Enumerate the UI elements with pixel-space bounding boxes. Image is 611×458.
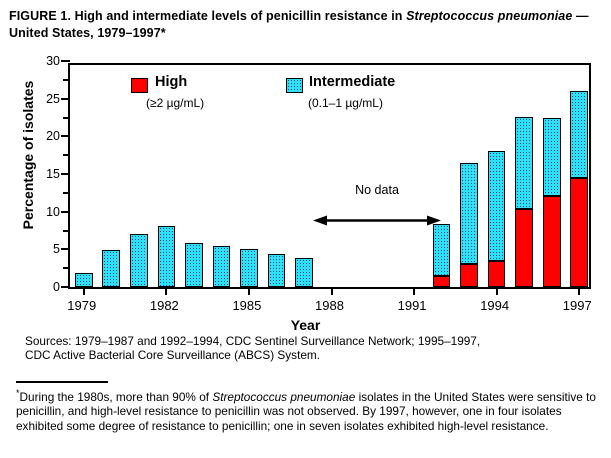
x-axis-label: Year bbox=[290, 317, 321, 333]
x-tick-label-1985: 1985 bbox=[232, 298, 262, 313]
bar-segment-high-1996 bbox=[542, 195, 561, 287]
bar-segment-intermediate-1996 bbox=[542, 117, 561, 196]
y-tick-15 bbox=[61, 173, 70, 175]
plot-right-axis bbox=[589, 63, 591, 289]
y-tick-20 bbox=[61, 135, 70, 138]
x-tick-label-1988: 1988 bbox=[315, 298, 344, 313]
bar-segment-high-1997 bbox=[570, 177, 589, 287]
bar-segment-intermediate-1983 bbox=[185, 243, 203, 287]
no-data-label: No data bbox=[355, 183, 399, 197]
x-tick-1991 bbox=[413, 287, 416, 295]
figure-title-species: Streptococcus pneumoniae bbox=[406, 9, 573, 23]
bar-segment-intermediate-1992 bbox=[432, 223, 451, 277]
x-tick-1994 bbox=[495, 287, 498, 295]
chart-legend: High (≥2 µg/mL) Intermediate (0.1–1 µg/m… bbox=[0, 72, 611, 116]
x-tick-label-1991: 1991 bbox=[397, 298, 427, 313]
bar-segment-high-1994 bbox=[487, 260, 506, 287]
y-tick-minor bbox=[63, 116, 70, 119]
x-tick-label-1997: 1997 bbox=[562, 298, 592, 313]
bar-segment-intermediate-1982 bbox=[157, 225, 176, 287]
y-tick-10 bbox=[61, 210, 70, 213]
bar-1992 bbox=[432, 223, 451, 287]
x-tick-label-1979: 1979 bbox=[67, 298, 97, 313]
bar-1983 bbox=[185, 243, 203, 287]
x-tick-label-1994: 1994 bbox=[480, 298, 510, 313]
bar-segment-intermediate-1986 bbox=[267, 253, 286, 287]
x-tick-1982 bbox=[165, 287, 168, 295]
y-axis-label: Percentage of isolates bbox=[20, 80, 36, 230]
plot-top-rule bbox=[68, 63, 591, 65]
y-tick-label-30: 30 bbox=[46, 54, 60, 68]
bar-segment-intermediate-1979 bbox=[74, 273, 93, 287]
bar-1994 bbox=[487, 151, 506, 287]
bar-segment-high-1992 bbox=[432, 276, 451, 287]
footnote-rule bbox=[16, 381, 108, 383]
chart-figure: Percentage of isolates 0 5 10 15 20 25 30 1979… bbox=[0, 54, 611, 333]
y-tick-minor bbox=[63, 78, 70, 81]
plot-area bbox=[61, 60, 591, 295]
bar-1979 bbox=[74, 273, 93, 287]
legend-label-intermediate: Intermediate bbox=[309, 74, 396, 90]
y-tick-label-0: 0 bbox=[53, 280, 60, 294]
y-tick-label-10: 10 bbox=[46, 204, 60, 219]
y-tick-5 bbox=[61, 248, 70, 251]
y-tick-minor bbox=[63, 191, 70, 194]
figure-title-suffix: — United States, 1979–1997* bbox=[9, 9, 589, 40]
bar-segment-intermediate-1994 bbox=[487, 151, 506, 261]
y-tick-minor bbox=[63, 229, 70, 232]
x-tick-1988 bbox=[330, 287, 333, 295]
bar-segment-intermediate-1985 bbox=[240, 248, 258, 287]
bar-1981 bbox=[130, 234, 148, 287]
sources-line-1: Sources: 1979–1987 and 1992–1994, CDC Se… bbox=[25, 334, 481, 348]
y-tick-label-20: 20 bbox=[46, 129, 60, 144]
bar-segment-intermediate-1993 bbox=[460, 162, 478, 265]
bar-1980 bbox=[102, 250, 121, 287]
bar-1987 bbox=[295, 258, 313, 287]
legend-sublabel-high: (≥2 µg/mL) bbox=[146, 96, 205, 110]
footnote-part-1: During the 1980s, more than 90% of bbox=[19, 389, 213, 404]
x-tick-label-1982: 1982 bbox=[149, 298, 179, 313]
y-tick-25 bbox=[61, 97, 70, 100]
legend-swatch-high bbox=[131, 78, 148, 93]
bar-1982 bbox=[157, 225, 176, 287]
bar-1996 bbox=[542, 117, 561, 287]
bar-segment-intermediate-1987 bbox=[295, 258, 313, 287]
bar-segment-intermediate-1984 bbox=[212, 246, 231, 287]
y-tick-label-15: 15 bbox=[46, 167, 60, 181]
bar-segment-intermediate-1997 bbox=[570, 91, 589, 178]
bar-1995 bbox=[515, 116, 533, 287]
bar-segment-intermediate-1980 bbox=[102, 250, 121, 287]
bar-segment-high-1995 bbox=[515, 208, 533, 287]
no-data-arrow-icon bbox=[313, 213, 441, 226]
footnote: *During the 1980s, more than 90% of Stre… bbox=[16, 386, 601, 433]
bar-segment-intermediate-1981 bbox=[130, 234, 148, 287]
footnote-part-2: isolates in the United States were sensi… bbox=[16, 389, 596, 433]
y-tick-0 bbox=[61, 286, 70, 288]
legend-label-high: High bbox=[155, 74, 188, 90]
sources-line-2: CDC Active Bacterial Core Surveillance (… bbox=[25, 348, 321, 362]
y-tick-label-5: 5 bbox=[53, 242, 60, 257]
bar-1984 bbox=[212, 246, 231, 287]
bar-segment-high-1993 bbox=[460, 264, 478, 287]
legend-swatch-intermediate bbox=[286, 78, 303, 93]
footnote-species: Streptococcus pneumoniae bbox=[212, 389, 356, 404]
figure-title-prefix: FIGURE 1. High and intermediate levels o… bbox=[9, 9, 407, 23]
legend-sublabel-intermediate: (0.1–1 µg/mL) bbox=[308, 96, 383, 110]
y-tick-30 bbox=[61, 60, 70, 62]
figure-title: FIGURE 1. High and intermediate levels o… bbox=[9, 8, 603, 42]
bar-1993 bbox=[460, 162, 478, 287]
bar-1985 bbox=[240, 248, 258, 287]
footnote-marker: * bbox=[16, 388, 20, 398]
y-tick-minor bbox=[63, 154, 70, 157]
y-tick-minor bbox=[63, 267, 70, 270]
bar-segment-intermediate-1995 bbox=[515, 116, 533, 209]
x-tick-1997 bbox=[578, 287, 581, 295]
y-tick-label-25: 25 bbox=[46, 91, 60, 106]
x-tick-1985 bbox=[247, 287, 250, 295]
x-tick-1979 bbox=[82, 287, 85, 295]
bar-1986 bbox=[267, 253, 286, 287]
sources-note: Sources: 1979–1987 and 1992–1994, CDC Se… bbox=[25, 334, 600, 362]
bar-1997 bbox=[570, 91, 589, 287]
